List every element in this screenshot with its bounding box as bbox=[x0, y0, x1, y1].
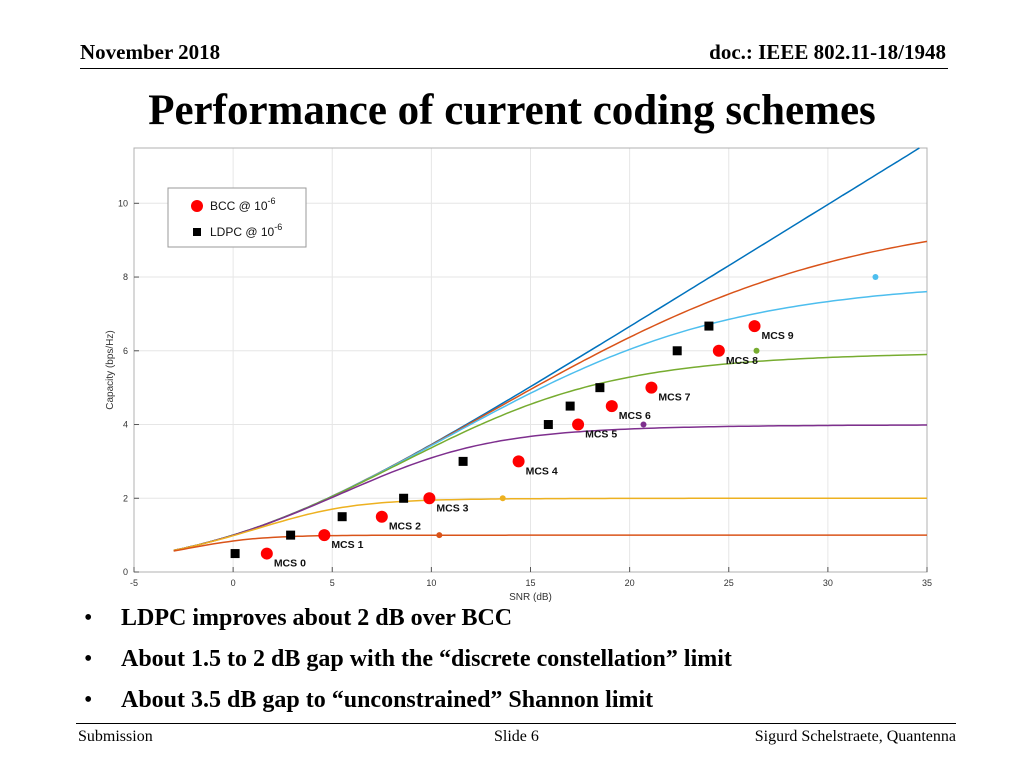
ldpc-point bbox=[286, 530, 296, 540]
mcs-label: MCS 0 bbox=[274, 558, 306, 570]
bcc-point bbox=[712, 344, 725, 357]
legend-ldpc-marker bbox=[193, 228, 201, 236]
bcc-point bbox=[512, 455, 525, 468]
x-tick-label: 5 bbox=[330, 578, 335, 588]
capacity-curve bbox=[173, 497, 927, 552]
bullet-item: • About 1.5 to 2 dB gap with the “discret… bbox=[84, 641, 732, 682]
legend-label-exponent: -6 bbox=[274, 222, 282, 232]
ldpc-point bbox=[230, 549, 240, 559]
legend-label: BCC @ 10-6 bbox=[210, 196, 276, 213]
footer-author: Sigurd Schelstraete, Quantenna bbox=[754, 728, 956, 745]
bcc-point bbox=[605, 400, 618, 413]
bcc-point bbox=[748, 320, 761, 333]
mcs-label: MCS 9 bbox=[762, 330, 794, 342]
footer-submission: Submission bbox=[78, 728, 153, 745]
ldpc-point bbox=[399, 493, 409, 503]
header-date: November 2018 bbox=[80, 40, 221, 64]
bcc-point bbox=[645, 381, 658, 394]
x-tick-label: 25 bbox=[724, 578, 734, 588]
mcs-label: MCS 2 bbox=[389, 521, 421, 533]
header-doc-id: doc.: IEEE 802.11-18/1948 bbox=[709, 40, 946, 64]
legend-bcc-marker bbox=[191, 200, 203, 212]
mcs-label: MCS 8 bbox=[726, 355, 758, 367]
capacity-curve bbox=[173, 424, 927, 552]
x-tick-label: 20 bbox=[625, 578, 635, 588]
legend-label-exponent: -6 bbox=[268, 196, 276, 206]
bullet-item: • LDPC improves about 2 dB over BCC bbox=[84, 600, 732, 641]
curve-marker bbox=[640, 421, 647, 428]
y-tick-label: 8 bbox=[123, 272, 128, 282]
curve-marker bbox=[499, 495, 506, 502]
curve-marker bbox=[872, 274, 879, 281]
mcs-label: MCS 7 bbox=[658, 392, 690, 404]
mcs-label: MCS 4 bbox=[526, 465, 558, 477]
bullet-dot: • bbox=[84, 687, 93, 713]
bullet-list: • LDPC improves about 2 dB over BCC • Abou… bbox=[84, 600, 732, 723]
ldpc-point bbox=[543, 420, 553, 430]
mcs-label: MCS 5 bbox=[585, 429, 617, 441]
bcc-point bbox=[318, 529, 331, 542]
y-tick-label: 0 bbox=[123, 567, 128, 577]
ldpc-point bbox=[672, 346, 682, 356]
mcs-label: MCS 6 bbox=[619, 410, 651, 422]
bullet-text: LDPC improves about 2 dB over BCC bbox=[121, 605, 513, 631]
y-tick-label: 10 bbox=[118, 198, 128, 208]
x-tick-label: 0 bbox=[231, 578, 236, 588]
x-tick-label: 10 bbox=[426, 578, 436, 588]
curve-marker bbox=[436, 532, 443, 539]
y-tick-label: 4 bbox=[123, 420, 128, 430]
bcc-point bbox=[260, 547, 273, 560]
bcc-point bbox=[423, 492, 436, 505]
bullet-dot: • bbox=[84, 646, 93, 672]
x-tick-label: 15 bbox=[525, 578, 535, 588]
y-axis-label: Capacity (bps/Hz) bbox=[105, 330, 116, 409]
bcc-point bbox=[572, 418, 585, 431]
ldpc-point bbox=[595, 383, 605, 393]
legend-label: LDPC @ 10-6 bbox=[210, 222, 282, 239]
x-tick-label: -5 bbox=[130, 578, 138, 588]
capacity-curve bbox=[173, 534, 927, 552]
x-tick-label: 35 bbox=[922, 578, 932, 588]
curve-marker bbox=[753, 347, 760, 354]
slide-title: Performance of current coding schemes bbox=[148, 87, 876, 134]
footer-rule bbox=[76, 723, 956, 724]
ldpc-point bbox=[704, 321, 714, 331]
mcs-label: MCS 1 bbox=[331, 539, 363, 551]
bcc-point bbox=[375, 510, 388, 523]
ldpc-point bbox=[337, 512, 347, 522]
x-axis-label: SNR (dB) bbox=[509, 592, 552, 603]
header-rule bbox=[80, 68, 948, 69]
bullet-item: • About 3.5 dB gap to “unconstrained” Sha… bbox=[84, 682, 732, 723]
ldpc-point bbox=[458, 456, 468, 466]
bullet-text: About 3.5 dB gap to “unconstrained” Shan… bbox=[121, 687, 654, 713]
bullet-dot: • bbox=[84, 605, 93, 631]
bullet-text: About 1.5 to 2 dB gap with the “discrete… bbox=[121, 646, 732, 672]
legend-box bbox=[167, 187, 307, 248]
y-tick-label: 2 bbox=[123, 493, 128, 503]
x-tick-label: 30 bbox=[823, 578, 833, 588]
footer-slide-number: Slide 6 bbox=[494, 728, 539, 745]
y-tick-label: 6 bbox=[123, 346, 128, 356]
mcs-label: MCS 3 bbox=[436, 502, 468, 514]
ldpc-point bbox=[565, 401, 575, 411]
